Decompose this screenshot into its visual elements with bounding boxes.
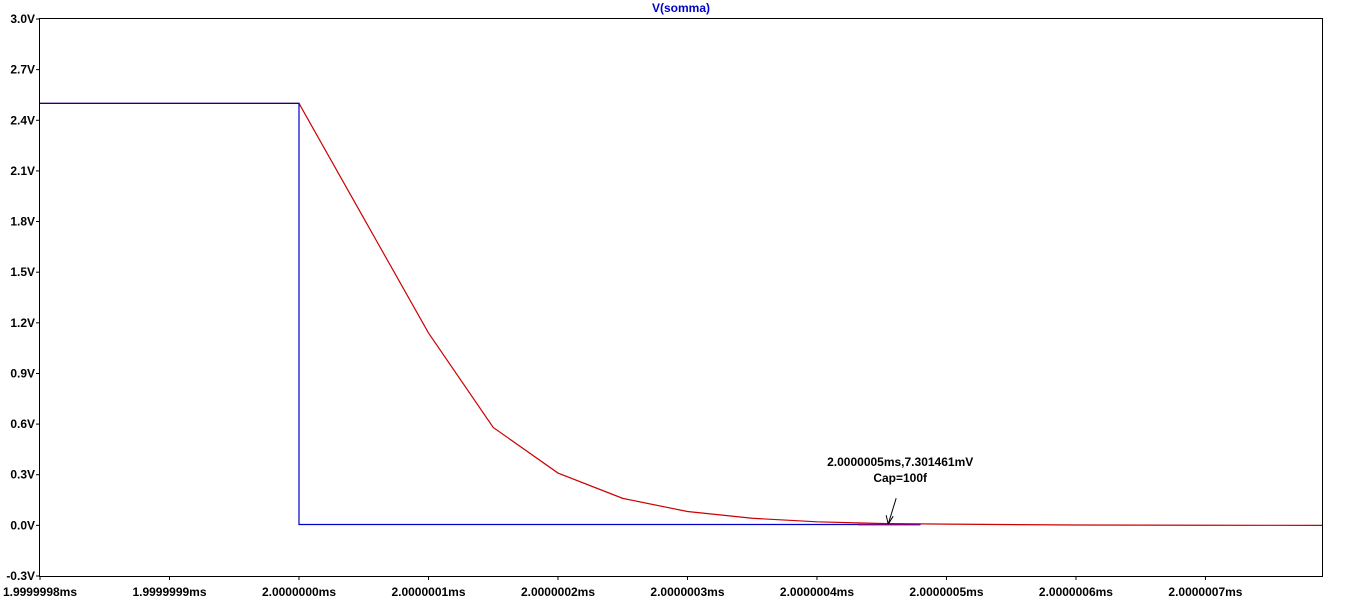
series-line-2 [40,102,921,526]
x-tick-label: 1.9999999ms [132,585,206,599]
x-tick-label: 2.0000000ms [262,585,336,599]
y-tick-label: 2.1V [10,164,35,178]
y-tick-label: 1.2V [10,316,35,330]
y-tick-label: 0.9V [10,366,35,380]
x-tick-label: 2.0000003ms [650,585,724,599]
y-tick-label: 0.0V [10,518,35,532]
y-tick-label: 3.0V [10,12,35,26]
x-tick-label: 2.0000005ms [909,585,983,599]
y-tick-label: 0.6V [10,417,35,431]
series-layer [40,102,1323,526]
annotation-arrow [887,498,897,525]
chart-title: V(somma) [652,1,710,15]
x-axis: 1.9999998ms 1.9999999ms 2.0000000ms 2.00000… [3,576,1243,599]
plot-frame [39,18,1323,577]
y-tick-label: 1.5V [10,265,35,279]
x-tick-label: 2.0000006ms [1039,585,1113,599]
series-line-1 [40,102,1323,526]
annotation-label: Cap=100f [873,471,928,485]
y-tick-label: 2.7V [10,63,35,77]
x-tick-label: 2.0000004ms [780,585,854,599]
x-tick-label: 1.9999998ms [3,585,77,599]
y-tick-label: 2.4V [10,113,35,127]
y-tick-label: 1.8V [10,215,35,229]
annotation-label: 2.0000005ms,7.301461mV [827,455,973,469]
cursor-annotation: 2.0000005ms,7.301461mV Cap=100f [827,455,973,526]
x-tick-label: 2.0000002ms [521,585,595,599]
x-tick-label: 2.0000001ms [391,585,465,599]
y-tick-label: 0.3V [10,468,35,482]
y-axis: 3.0V 2.7V 2.4V 2.1V 1.8V 1.5V 1.2V 0.9V 0.6V 0.3V… [6,12,40,583]
x-tick-label: 2.0000007ms [1168,585,1242,599]
y-tick-label: -0.3V [6,569,35,583]
